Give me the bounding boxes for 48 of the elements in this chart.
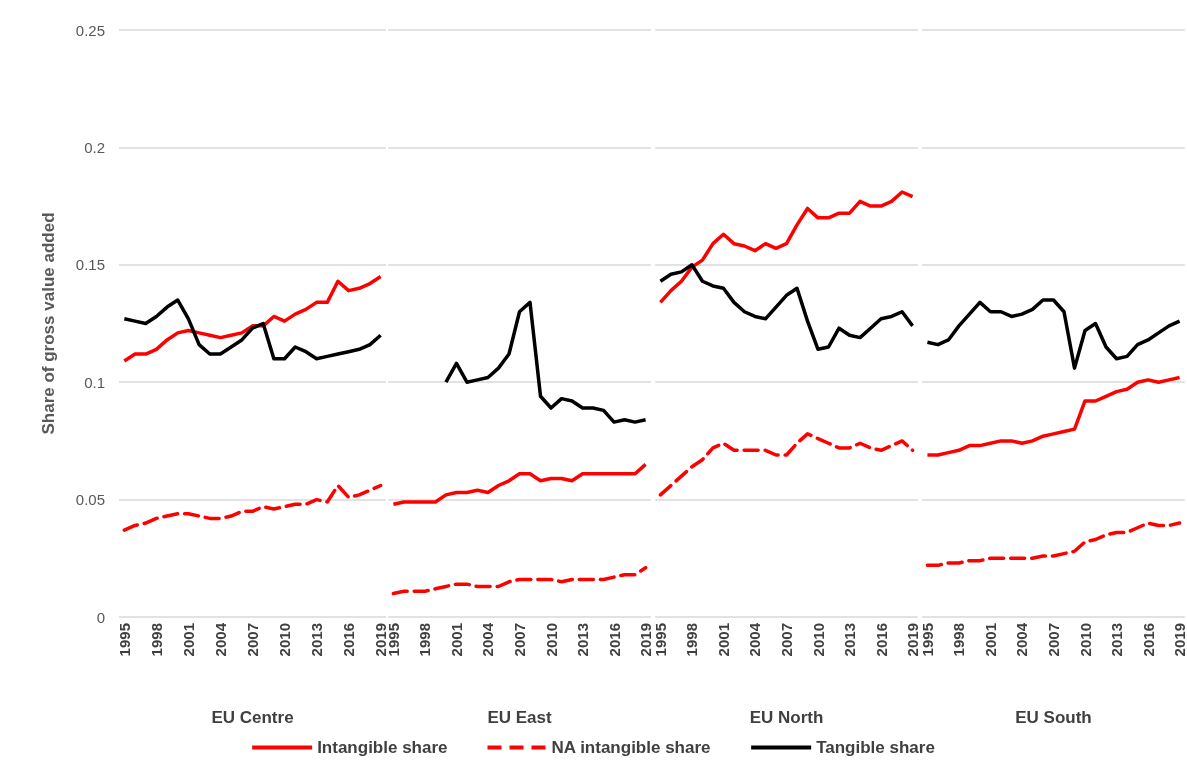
x-tick-label: 2001 xyxy=(981,623,999,657)
x-tick-label: 2016 xyxy=(872,623,890,657)
line-series xyxy=(122,274,383,363)
legend-label: Intangible share xyxy=(317,738,448,757)
x-tick-label: 1998 xyxy=(950,623,968,657)
y-tick-label: 0.25 xyxy=(75,21,105,39)
x-axis-title: EU Centre xyxy=(211,708,294,727)
x-tick-label: 1998 xyxy=(416,623,434,657)
x-tick-label: 2001 xyxy=(179,623,197,657)
x-tick-label: 2016 xyxy=(340,623,358,657)
x-tick-label: 1998 xyxy=(147,623,165,657)
y-tick-label: 0.15 xyxy=(75,256,105,274)
x-tick-label: 2004 xyxy=(211,622,229,657)
x-axis-title: EU South xyxy=(1015,708,1092,727)
x-tick-label: 2007 xyxy=(244,623,261,657)
x-tick-label: 2019 xyxy=(372,623,390,657)
x-tick-label: 2013 xyxy=(1108,623,1126,657)
x-tick-label: 2004 xyxy=(1013,622,1031,657)
y-tick-label: 0.05 xyxy=(75,491,105,509)
x-tick-label: 2013 xyxy=(841,623,859,657)
x-axis-title: EU East xyxy=(487,708,552,727)
x-tick-label: 2016 xyxy=(1139,623,1157,657)
legend-label: NA intangible share xyxy=(551,738,711,757)
x-tick-label: 2001 xyxy=(714,623,732,657)
x-tick-label: 2007 xyxy=(1045,623,1062,657)
line-series xyxy=(122,298,383,361)
x-tick-label: 2010 xyxy=(809,623,827,657)
x-tick-label: 2013 xyxy=(308,623,326,657)
x-tick-label: 2007 xyxy=(511,623,528,657)
x-tick-label: 2007 xyxy=(778,623,795,657)
line-series xyxy=(122,483,383,532)
x-tick-label: 2010 xyxy=(542,623,560,657)
x-tick-label: 2001 xyxy=(447,623,465,657)
x-tick-label: 1998 xyxy=(683,623,701,657)
y-tick-label: 0.2 xyxy=(84,138,105,156)
x-tick-label: 1995 xyxy=(115,623,133,657)
x-tick-label: 2010 xyxy=(1076,623,1094,657)
x-tick-label: 2013 xyxy=(574,623,592,657)
y-axis-title: Share of gross value added xyxy=(39,212,58,435)
legend-label: Tangible share xyxy=(816,738,935,757)
y-tick-label: 0 xyxy=(96,608,105,626)
x-tick-label: 2019 xyxy=(1171,623,1187,657)
x-tick-label: 2016 xyxy=(605,623,623,657)
x-tick-label: 2004 xyxy=(746,622,764,657)
y-tick-label: 0.1 xyxy=(84,373,105,391)
x-tick-label: 2010 xyxy=(276,623,294,657)
x-axis-title: EU North xyxy=(749,708,824,727)
x-tick-label: 2004 xyxy=(479,622,497,657)
